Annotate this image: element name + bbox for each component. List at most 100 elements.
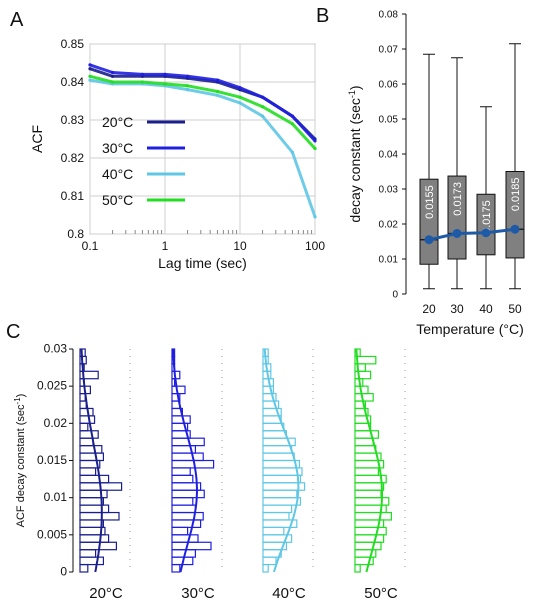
panel-c-fit-curve (263, 348, 300, 573)
panel-c-histogram-bar (79, 430, 99, 439)
panel-a-data-point (88, 78, 92, 82)
panel-b-box (447, 175, 467, 260)
panel-c-y-tick-label: 0.03 (44, 342, 68, 356)
panel-a-data-point (238, 86, 242, 90)
panel-a-legend-label: 20°C (102, 114, 133, 130)
panel-c-y-tick-label: 0.025 (37, 379, 67, 393)
panel-c-histogram-bar (354, 445, 377, 454)
panel-a-data-point (260, 95, 265, 99)
panel-a-legend-label: 50°C (102, 192, 133, 208)
panel-c-histogram-bar (354, 437, 374, 447)
panel-c-histogram-bar (79, 474, 110, 484)
panel-a-data-point (110, 80, 115, 84)
panel-c-histogram-bar (79, 519, 104, 529)
panel-c-histogram-bar (262, 526, 285, 536)
panel-a-data-point (110, 70, 115, 75)
panel-a-data-point (238, 95, 242, 99)
panel-a-y-tick-label: 0.84 (61, 75, 85, 89)
panel-c-y-axis-label-main: ACF decay constant (sec (15, 404, 27, 527)
panel-c-histogram-bar (354, 534, 385, 543)
panel-c-histogram-bar (171, 467, 191, 476)
panel-b-y-axis-label: decay constant (sec-1) (347, 85, 363, 222)
panel-a-x-tick-label: 0.1 (82, 239, 99, 253)
panel-a-data-point (260, 114, 265, 118)
panel-c-histogram-bar (354, 511, 393, 521)
panel-c-histogram-bar (262, 422, 285, 432)
panel-c-histogram-bar (262, 445, 293, 454)
panel-c-histogram-bar (262, 474, 302, 484)
panel-c-histogram-groups: 20°C 30°C 40°C 50°C (79, 348, 406, 602)
panel-c-y-tick-label: 0 (60, 565, 67, 579)
panel-c-fit-curve (355, 348, 383, 573)
panel-c-histogram-bar (79, 504, 110, 514)
panel-c-histogram-bar (79, 556, 104, 566)
panel-b-median-point (452, 228, 462, 238)
panel-c-histogram-group: 50°C (354, 348, 406, 602)
panel-c-histogram-bar (171, 474, 194, 484)
panel-b-box (419, 178, 439, 265)
panel-a-series-lines (88, 63, 317, 219)
panel-c-histogram-bar (262, 430, 287, 439)
panel-c-histogram-bar (79, 393, 86, 402)
panel-a-data-point (185, 84, 190, 88)
panel-c-y-tick-label: 0.02 (44, 416, 68, 430)
panel-a-data-point (290, 122, 295, 126)
panel-c-histogram-bar (354, 563, 361, 573)
panel-c-histogram-bar (79, 407, 94, 417)
panel-a-x-tick-label: 1 (162, 239, 169, 253)
panel-b-x-tick-label: 50 (508, 302, 522, 316)
panel-c-temperature-label: 30°C (181, 585, 215, 602)
panel-c-histogram-bar (79, 415, 96, 424)
panel-c-histogram-bar (262, 489, 298, 499)
panel-b-y-tick-label: 0.02 (379, 220, 399, 231)
panel-a-y-tick-label: 0.81 (61, 189, 85, 203)
panel-b-median-point (424, 235, 434, 245)
panel-a-legend-label: 30°C (102, 140, 133, 156)
panel-c-histogram-bar (171, 459, 215, 469)
panel-a-y-tick-label: 0.83 (61, 113, 85, 127)
panel-letter-a: A (10, 9, 24, 31)
panel-c-histogram-bar (79, 511, 120, 521)
panel-a-data-point (185, 88, 190, 92)
panel-a-y-tick-label: 0.8 (67, 227, 84, 241)
panel-c-histogram-bar (354, 526, 387, 536)
panel-a-data-point (313, 139, 317, 143)
panel-b-x-axis-label: Temperature (°C) (416, 321, 524, 337)
panel-a-data-point (215, 93, 220, 97)
panel-c-histogram-bar (171, 385, 186, 395)
panel-c-temperature-label: 20°C (89, 585, 123, 602)
panel-a-data-point (215, 89, 220, 94)
panel-c-fit-curve (80, 348, 103, 573)
panel-c-histogram-bar (262, 563, 269, 573)
panel-b-box-plot: 0 0.01 0.02 0.03 0.04 0.05 0.06 0.07 0.08 0.0155… (347, 10, 525, 337)
panel-a-data-point (290, 150, 295, 154)
panel-a-series-line (89, 63, 317, 142)
panel-c-histogram-bar (171, 511, 204, 521)
panel-b-median-point (481, 228, 491, 238)
panel-c-fit-curve (172, 348, 199, 573)
panel-c-histogram-group: 40°C (262, 348, 314, 602)
panel-c-histograms: 0 0.005 0.01 0.015 0.02 0.025 0.03 20°C 30°C 40°… (13, 342, 406, 602)
panel-c-histogram-bar (262, 459, 301, 469)
panel-b-y-ticks: 0 0.01 0.02 0.03 0.04 0.05 0.06 0.07 0.08 (379, 10, 406, 301)
panel-c-histogram-bar (262, 504, 293, 514)
panel-a-data-point (140, 72, 145, 76)
panel-c-y-tick-label: 0.005 (37, 527, 67, 541)
panel-b-y-tick-label: 0 (392, 290, 398, 301)
panel-b-median-label: 0.0185 (510, 178, 522, 212)
panel-letter-c: C (6, 321, 20, 343)
panel-c-histogram-bar (79, 445, 103, 454)
panel-c-histogram-bar (354, 497, 390, 506)
panel-b-box (505, 171, 525, 259)
panel-c-y-tick-label: 0.01 (44, 490, 68, 504)
panel-letter-b: B (316, 5, 329, 27)
panel-c-histogram-bar (171, 519, 202, 529)
panel-b-median-label: 0.0173 (452, 182, 464, 216)
panel-b-y-axis-label-tail: ) (347, 85, 363, 90)
panel-c-histogram-bar (171, 497, 194, 506)
panel-b-x-tick-label: 20 (422, 302, 436, 316)
panel-c-histogram-bar (171, 378, 176, 387)
panel-b-y-axis-label-main: decay constant (sec (347, 98, 363, 223)
panel-a-data-point (238, 101, 242, 105)
panel-a-line-chart: 0.1 1 10 100 0.8 0.81 0.82 0.83 0.84 0.85 20°C 30… (29, 37, 325, 271)
